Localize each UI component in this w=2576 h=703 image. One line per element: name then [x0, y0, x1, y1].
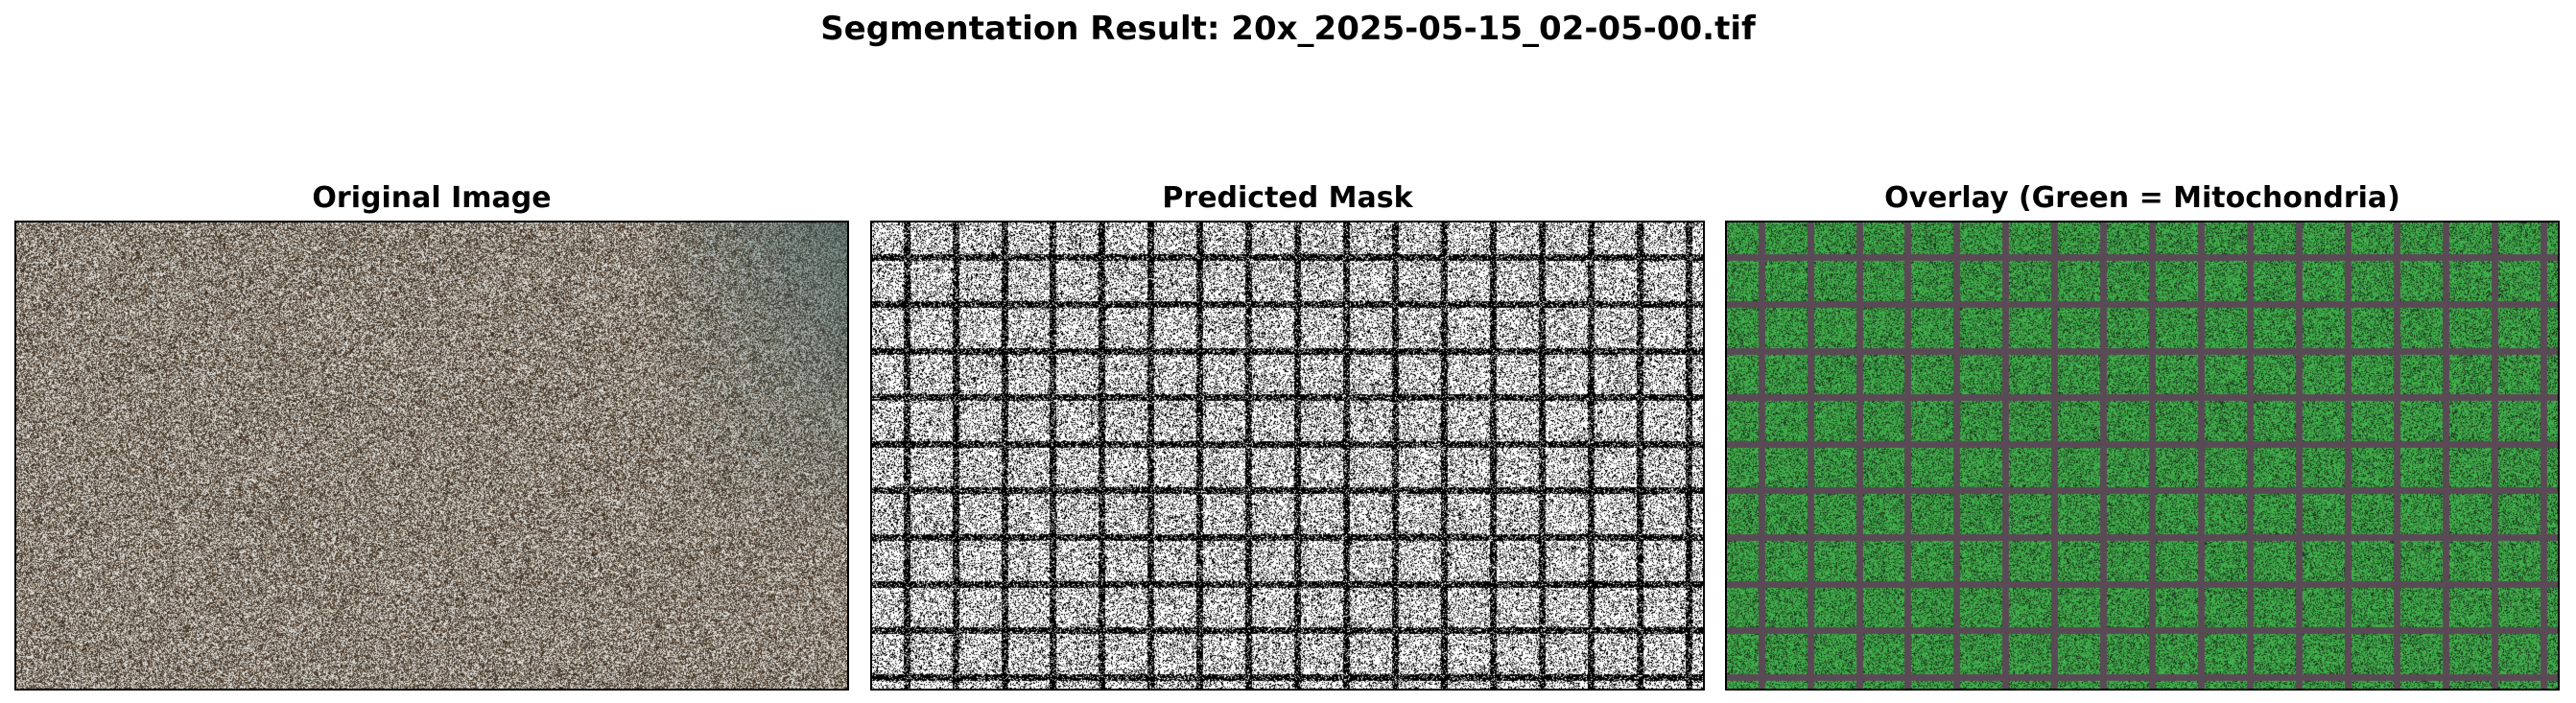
figure-title: Segmentation Result: 20x_2025-05-15_02-0…	[820, 10, 1756, 48]
predicted-mask-title: Predicted Mask	[1162, 181, 1413, 215]
original-image-panel: Original Image	[14, 180, 849, 691]
predicted-mask-panel: Predicted Mask	[870, 180, 1705, 691]
overlay-title: Overlay (Green = Mitochondria)	[1884, 181, 2400, 215]
original-image-frame	[14, 221, 849, 691]
original-image-title: Original Image	[312, 181, 552, 215]
overlay-frame	[1725, 221, 2560, 691]
predicted-mask-frame	[870, 221, 1705, 691]
original-image	[16, 223, 847, 689]
overlay-panel: Overlay (Green = Mitochondria)	[1725, 180, 2560, 691]
overlay-image	[1727, 223, 2558, 689]
predicted-mask-image	[872, 223, 1703, 689]
